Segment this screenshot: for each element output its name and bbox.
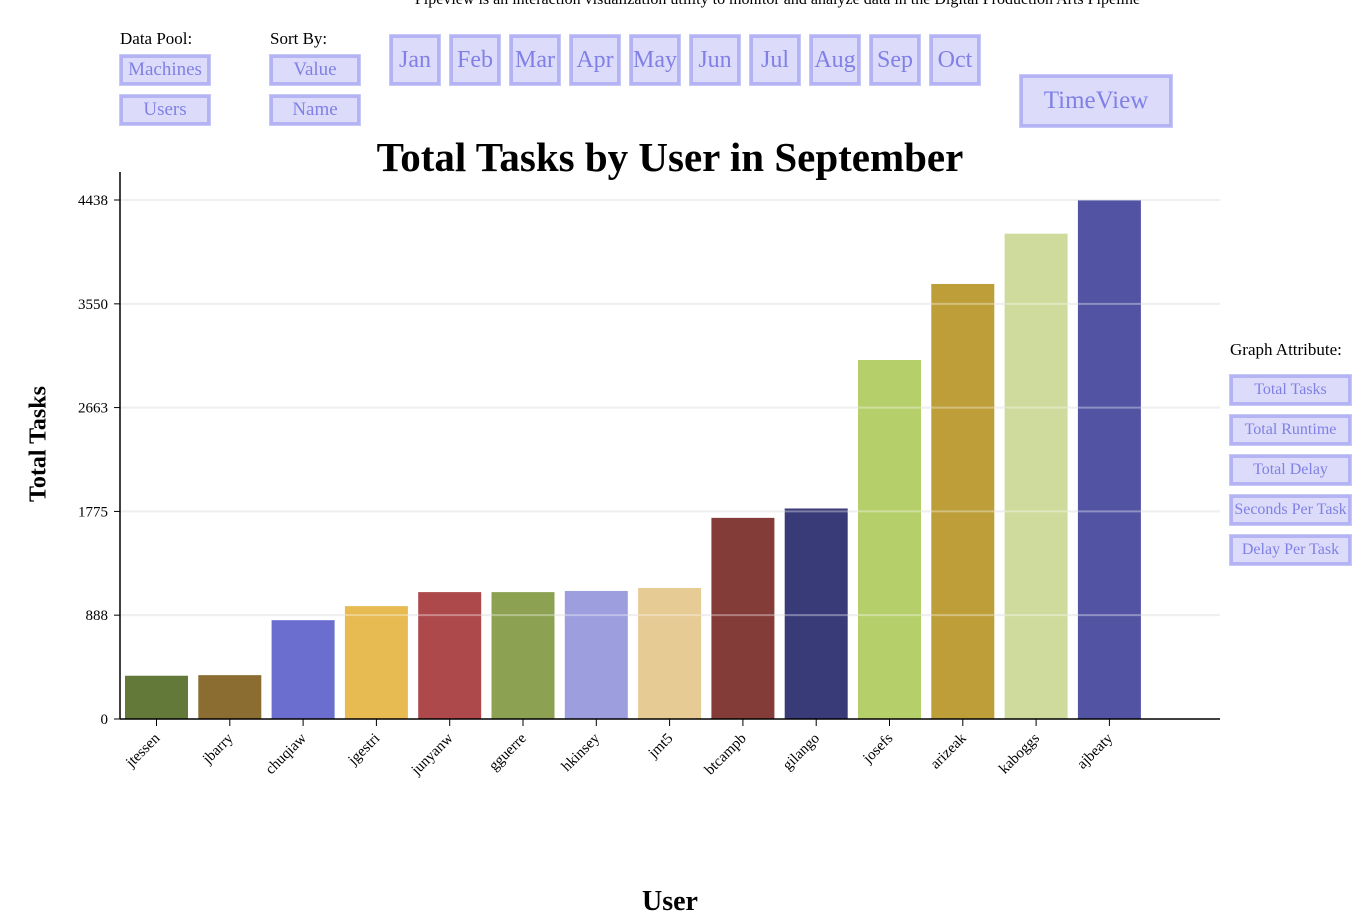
data-pool-users-button[interactable]: Users	[119, 94, 211, 126]
bar-kaboggs	[1004, 233, 1068, 719]
month-button-feb[interactable]: Feb	[449, 34, 501, 86]
month-button-jul[interactable]: Jul	[749, 34, 801, 86]
attribute-seconds-per-task-button[interactable]: Seconds Per Task	[1229, 494, 1352, 526]
sort-by-name-button[interactable]: Name	[269, 94, 361, 126]
x-tick-label: btcampb	[702, 731, 750, 779]
y-tick-label: 1775	[78, 504, 108, 520]
month-button-jun[interactable]: Jun	[689, 34, 741, 86]
x-tick-label: gguerre	[486, 730, 530, 774]
x-tick-label: ajbeaty	[1074, 730, 1116, 772]
x-tick-label: jbarry	[199, 730, 237, 768]
y-tick-label: 2663	[78, 401, 108, 417]
y-tick-label: 4438	[78, 193, 108, 209]
attribute-total-runtime-button[interactable]: Total Runtime	[1229, 414, 1352, 446]
x-tick-label: gilango	[780, 731, 823, 774]
bar-jmt5	[638, 588, 702, 719]
x-tick-label: arizeak	[928, 730, 970, 772]
sort-by-value-button[interactable]: Value	[269, 54, 361, 86]
attribute-total-tasks-button[interactable]: Total Tasks	[1229, 374, 1352, 406]
y-tick-label: 888	[86, 608, 109, 624]
data-pool-machines-button[interactable]: Machines	[119, 54, 211, 86]
bar-btcampb	[711, 517, 775, 719]
timeview-button[interactable]: TimeView	[1019, 74, 1173, 128]
x-tick-label: jgestri	[345, 731, 384, 770]
data-pool-label: Data Pool:	[120, 29, 193, 48]
month-button-sep[interactable]: Sep	[869, 34, 921, 86]
bar-gilango	[784, 508, 848, 719]
month-button-jan[interactable]: Jan	[389, 34, 441, 86]
x-tick-label: jtessen	[122, 730, 163, 771]
bar-jgestri	[344, 606, 408, 719]
x-tick-label: chuqiaw	[263, 730, 310, 777]
bar-junyanw	[418, 592, 482, 719]
x-tick-label: josefs	[860, 730, 897, 767]
month-button-mar[interactable]: Mar	[509, 34, 561, 86]
attribute-delay-per-task-button[interactable]: Delay Per Task	[1229, 534, 1352, 566]
x-tick-label: kaboggs	[996, 730, 1043, 777]
x-tick-label: junyanw	[408, 730, 457, 779]
chart-title: Total Tasks by User in September	[376, 134, 964, 180]
page-subtitle: Pipeview is an interaction visualization…	[0, 0, 1369, 9]
x-tick-label: jmt5	[645, 731, 676, 762]
month-button-may[interactable]: May	[629, 34, 681, 86]
y-tick-label: 0	[101, 712, 109, 728]
bar-hkinsey	[564, 590, 628, 719]
y-axis-title: Total Tasks	[25, 386, 52, 502]
bar-josefs	[858, 359, 921, 719]
bar-arizeak	[931, 283, 995, 719]
sort-by-label: Sort By:	[270, 29, 328, 48]
x-tick-label: hkinsey	[559, 730, 604, 775]
attribute-total-delay-button[interactable]: Total Delay	[1229, 454, 1352, 486]
bar-ajbeaty	[1077, 200, 1141, 719]
bar-gguerre	[491, 592, 555, 719]
bar-jtessen	[125, 675, 188, 719]
bar-chuqiaw	[271, 620, 335, 719]
month-button-aug[interactable]: Aug	[809, 34, 861, 86]
month-button-oct[interactable]: Oct	[929, 34, 981, 86]
x-axis-title: User	[642, 886, 698, 917]
bar-jbarry	[198, 675, 262, 719]
graph-attribute-label: Graph Attribute:	[1230, 340, 1342, 359]
month-button-apr[interactable]: Apr	[569, 34, 621, 86]
y-tick-label: 3550	[78, 297, 108, 313]
